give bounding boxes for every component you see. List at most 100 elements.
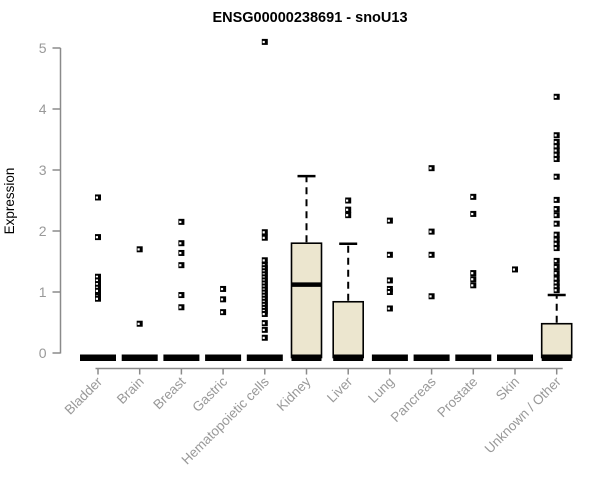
outlier-point-center [554, 158, 557, 161]
outlier-point-center [471, 284, 474, 287]
outlier-point-center [554, 145, 557, 148]
outlier-point-center [179, 242, 182, 245]
outlier-point-center [95, 275, 98, 278]
outlier-point-center [554, 277, 557, 280]
outlier-point-center [554, 153, 557, 156]
outlier-point-center [471, 272, 474, 275]
zero-bar [413, 354, 450, 361]
zero-bar [333, 354, 364, 361]
outlier-point-center [554, 222, 557, 225]
x-category-label: Liver [324, 374, 356, 406]
x-category-label: Kidney [274, 374, 314, 414]
x-category-label: Lung [365, 374, 397, 406]
zero-bar [163, 354, 200, 361]
x-category-label: Gastric [189, 374, 230, 415]
outlier-point-center [554, 238, 557, 241]
outlier-point-center [387, 291, 390, 294]
outlier-point-center [220, 287, 224, 291]
outlier-point-center [471, 212, 474, 216]
outlier-point-center [471, 195, 474, 199]
outlier-point-center [554, 285, 557, 288]
outlier-point-center [262, 40, 265, 44]
outlier-point-center [429, 167, 432, 170]
outlier-point-center [179, 251, 182, 255]
outlier-point-center [429, 253, 432, 256]
outlier-point-center [262, 259, 265, 262]
outlier-point-center [554, 265, 557, 269]
outlier-point-center [262, 322, 265, 325]
outlier-point-center [387, 219, 390, 222]
y-tick-label: 5 [39, 40, 47, 56]
outlier-point-center [387, 279, 390, 282]
outlier-point-center [262, 236, 265, 239]
outlier-point-center [220, 298, 224, 301]
zero-bar [80, 354, 116, 361]
outlier-point-center [137, 248, 140, 251]
y-tick-label: 4 [39, 101, 47, 117]
zero-bar [371, 354, 408, 361]
outlier-point-center [554, 175, 557, 178]
outlier-point-center [179, 294, 182, 297]
box-body [290, 242, 323, 359]
outlier-point-center [387, 253, 390, 256]
outlier-point-center [95, 297, 98, 300]
outlier-point-center [179, 264, 182, 267]
outlier-point-center [262, 336, 265, 339]
outlier-point-center [179, 306, 182, 309]
outlier-point-center [554, 242, 557, 246]
outlier-point-center [262, 231, 265, 234]
outlier-point-center [512, 268, 515, 271]
outlier-point-center [429, 295, 432, 298]
outlier-point-center [554, 247, 557, 250]
outlier-point-center [554, 95, 557, 98]
outlier-point-center [95, 279, 98, 282]
zero-bar [497, 354, 533, 361]
x-category-label: Bladder [62, 374, 106, 418]
x-category-label: Pancreas [388, 374, 439, 425]
outlier-point-center [554, 259, 557, 263]
y-tick-label: 3 [39, 162, 47, 178]
outlier-point-center [554, 208, 557, 211]
outlier-point-center [220, 311, 224, 314]
outlier-point [220, 309, 227, 316]
zero-bar [121, 354, 158, 361]
outlier-point-center [554, 289, 557, 292]
outlier-point-center [554, 198, 557, 202]
outlier-point-center [554, 281, 557, 285]
outlier-point-center [262, 312, 265, 316]
outlier-point-center [554, 140, 557, 144]
outlier-point-center [387, 307, 390, 310]
y-axis-label: Expression [2, 168, 17, 235]
outlier-point-center [346, 214, 349, 217]
outlier-point-center [554, 149, 557, 152]
outlier-point-center [554, 134, 557, 137]
y-tick-label: 1 [39, 284, 47, 300]
x-category-label: Breast [150, 374, 188, 412]
outlier-point [220, 285, 227, 292]
outlier-point-center [95, 283, 98, 286]
outlier-point-center [429, 230, 432, 233]
x-category-label: Unknown / Other [482, 374, 565, 457]
outlier-point-center [137, 322, 140, 325]
zero-bar [246, 354, 283, 361]
outlier-point-center [554, 272, 557, 275]
zero-bar [541, 354, 572, 361]
zero-bar [205, 354, 242, 361]
outlier-point-center [95, 289, 98, 292]
outlier-point-center [554, 233, 557, 236]
outlier-point-center [179, 220, 182, 224]
y-tick-label: 2 [39, 223, 47, 239]
x-category-label: Brain [114, 374, 147, 407]
outlier-point-center [346, 208, 349, 211]
zero-bar [291, 354, 322, 361]
y-tick-label: 0 [39, 345, 47, 361]
box-body [332, 300, 365, 359]
outlier-point [220, 296, 227, 303]
chart-title: ENSG00000238691 - snoU13 [212, 10, 407, 26]
box-body [540, 322, 573, 359]
x-category-label: Skin [493, 374, 522, 403]
x-category-label: Prostate [434, 374, 480, 420]
